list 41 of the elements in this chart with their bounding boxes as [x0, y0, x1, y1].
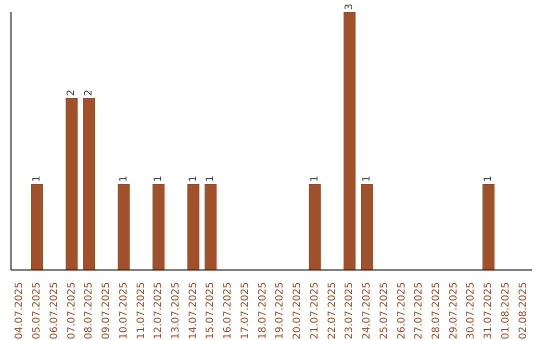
data-label: 2	[84, 90, 95, 96]
x-tick-label: 08.07.2025	[84, 282, 95, 340]
x-tick-label: 27.07.2025	[414, 282, 425, 340]
x-tick-label: 28.07.2025	[430, 282, 442, 340]
x-tick-label: 05.07.2025	[32, 282, 43, 340]
data-label: 1	[153, 176, 164, 182]
x-tick-label: 23.07.2025	[344, 282, 356, 340]
x-tick-label: 18.07.2025	[257, 282, 268, 340]
x-tick-label: 04.07.2025	[14, 282, 26, 340]
x-tick-label: 01.08.2025	[500, 282, 512, 340]
x-tick-label: 13.07.2025	[170, 282, 182, 340]
x-tick-label: 25.07.2025	[378, 282, 390, 340]
data-label: 3	[344, 4, 356, 10]
x-tick-label: 26.07.2025	[396, 282, 408, 340]
data-label: 1	[309, 176, 320, 182]
x-tick-label: 29.07.2025	[448, 282, 460, 340]
x-tick-label: 30.07.2025	[466, 282, 477, 340]
x-tick-label: 22.07.2025	[326, 282, 338, 340]
x-tick-label: 31.07.2025	[483, 282, 494, 340]
x-tick-label: 11.07.2025	[136, 282, 147, 340]
x-tick-label: 02.08.2025	[518, 282, 529, 340]
data-label: 2	[66, 90, 78, 96]
x-tick-label: 07.07.2025	[66, 282, 78, 340]
x-tick-label: 15.07.2025	[205, 282, 216, 340]
x-tick-label: 14.07.2025	[188, 282, 199, 340]
x-tick-label: 24.07.2025	[362, 282, 373, 340]
x-tick-label: 10.07.2025	[118, 282, 130, 340]
x-tick-label: 12.07.2025	[153, 282, 164, 340]
x-tick-label: 16.07.2025	[222, 282, 234, 340]
data-label: 1	[205, 176, 216, 182]
data-label: 1	[483, 176, 494, 182]
x-tick-label: 19.07.2025	[274, 282, 286, 340]
x-tick-label: 09.07.2025	[101, 282, 112, 340]
x-tick-label: 06.07.2025	[48, 282, 60, 340]
x-tick-label: 17.07.2025	[240, 282, 251, 340]
data-label: 1	[31, 176, 42, 182]
x-tick-label: 20.07.2025	[292, 282, 304, 340]
data-label: 1	[188, 176, 199, 182]
data-label: 1	[118, 176, 130, 182]
x-tick-label: 21.07.2025	[309, 282, 320, 340]
data-label: 1	[361, 176, 372, 182]
